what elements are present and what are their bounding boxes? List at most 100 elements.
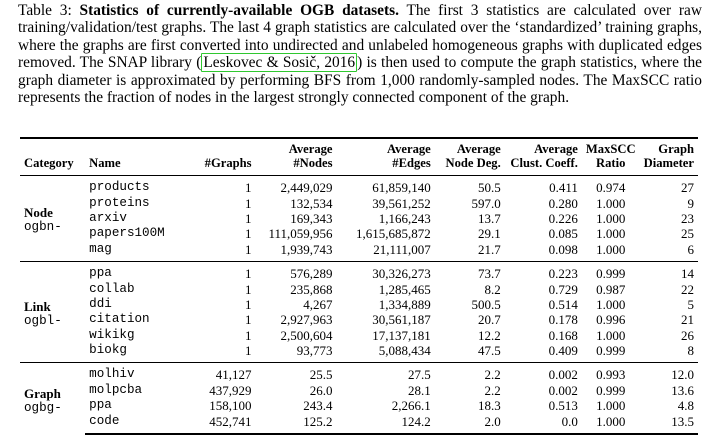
scc-cell: 0.999 [596, 343, 626, 359]
clust-cell: 0.085 [548, 226, 578, 242]
nodes-cell: 243.4 [303, 398, 333, 414]
diam-cell: 9 [687, 195, 695, 211]
nodes-cell: 2,449,029 [280, 180, 333, 196]
clust-cell: 0.409 [548, 343, 578, 359]
table-row: papers100M 1 111,059,956 1,615,685,872 2… [20, 226, 698, 241]
edges-cell: 1,615,685,872 [356, 226, 431, 242]
scc-cell: 0.999 [581, 260, 640, 282]
clust-cell: 0.178 [548, 312, 578, 328]
diam-cell: 12.0 [639, 362, 698, 383]
header-avg-node-deg: Average Node Deg. [434, 137, 505, 176]
table-row: ddi 1 4,267 1,334,889 500.5 0.514 1.000 … [20, 297, 698, 312]
caption-label: Table 3: [18, 2, 72, 19]
edges-cell: 39,561,252 [372, 195, 431, 211]
table-row: Link ogbl- ppa 1 576,289 30,326,273 73.7 … [20, 260, 698, 363]
scc-cell: 1.000 [596, 241, 626, 257]
graphs-cell: 1 [245, 210, 252, 226]
group-link: Link ogbl- ppa 1 576,289 30,326,273 73.7 … [20, 260, 698, 363]
nodes-cell: 132,534 [290, 195, 333, 211]
citation-link[interactable]: Leskovec & Sosič, 2016 [201, 53, 358, 73]
edges-cell: 2,266.1 [391, 398, 431, 414]
nodes-cell: 1,939,743 [280, 241, 333, 257]
clust-cell: 0.514 [548, 296, 578, 312]
deg-cell: 50.5 [477, 180, 501, 196]
table-row: Node ogbn- products 1 2,449,029 61,859,14… [20, 176, 698, 234]
graphs-cell: 1 [179, 260, 256, 282]
caption-text-before-cite: The first 3 statistics are calculated ov… [18, 2, 702, 72]
scc-cell: 0.999 [596, 382, 626, 398]
diam-cell: 27 [681, 180, 694, 196]
clust-cell: 0.223 [504, 260, 582, 282]
clust-cell: 0.002 [504, 362, 582, 383]
nodes-cell: 26.0 [309, 382, 333, 398]
diam-cell: 6 [687, 241, 695, 257]
nodes-cell: 111,059,956 [268, 226, 333, 242]
deg-cell: 20.7 [477, 312, 501, 328]
caption-text-after-cite: ) is then used to compute the graph stat… [18, 54, 702, 107]
table-row: mag 1 1,939,743 21,111,007 21.7 0.098 1.… [20, 242, 698, 262]
diam-cell: 8 [687, 343, 695, 359]
clust-cell: 0.098 [548, 241, 578, 257]
nodes-cell: 2,500,604 [280, 327, 333, 343]
deg-cell: 13.7 [477, 210, 501, 226]
edges-cell: 1,334,889 [378, 296, 431, 312]
header-graph-diameter: Graph Diameter [639, 137, 698, 176]
scc-cell: 1.000 [596, 210, 626, 226]
dataset-name: mag [89, 241, 112, 256]
graphs-cell: 1 [245, 281, 252, 297]
deg-cell: 21.7 [477, 241, 501, 257]
graphs-cell: 1 [245, 343, 252, 359]
graphs-cell: 1 [245, 241, 252, 257]
paper-page: Table 3: Statistics of currently-availab… [18, 2, 702, 435]
header-avg-clust-coeff: Average Clust. Coeff. [504, 137, 582, 176]
deg-cell: 500.5 [471, 296, 501, 312]
clust-cell: 0.168 [548, 327, 578, 343]
dataset-name: biokg [89, 343, 127, 358]
diam-cell: 4.8 [677, 398, 694, 414]
diam-cell: 25 [681, 226, 694, 242]
edges-cell: 30,326,273 [336, 260, 435, 282]
dataset-name: proteins [89, 195, 150, 210]
deg-cell: 2.2 [434, 362, 505, 383]
header-name: Name [85, 137, 180, 176]
edges-cell: 1,285,465 [378, 281, 431, 297]
table-row: Graph ogbg- molhiv 41,127 25.5 27.5 2.2 0… [20, 362, 698, 434]
table-row: collab 1 235,868 1,285,465 8.2 0.729 0.9… [20, 281, 698, 297]
table-row: proteins 1 132,534 39,561,252 597.0 0.28… [20, 195, 698, 211]
dataset-name: ppa [89, 398, 112, 413]
edges-cell: 17,137,181 [372, 327, 431, 343]
scc-cell: 1.000 [596, 195, 626, 211]
graphs-cell: 158,100 [209, 398, 252, 414]
edges-cell: 30,561,187 [372, 312, 431, 328]
group-node: Node ogbn- products 1 2,449,029 61,859,14… [20, 176, 698, 262]
edges-cell: 61,859,140 [372, 180, 431, 196]
category-cell: Node ogbn- [24, 205, 62, 235]
edges-cell: 5,088,434 [378, 343, 431, 359]
table-caption: Table 3: Statistics of currently-availab… [18, 2, 702, 106]
clust-cell: 0.002 [548, 382, 578, 398]
edges-cell: 27.5 [336, 362, 435, 383]
dataset-name: collab [89, 281, 135, 296]
clust-cell: 0.280 [548, 195, 578, 211]
header-avg-edges: Average #Edges [336, 137, 435, 176]
header-graphs: #Graphs [179, 137, 256, 176]
dataset-name: papers100M [89, 226, 165, 241]
scc-cell: 1.000 [596, 296, 626, 312]
graphs-cell: 1 [245, 312, 252, 328]
clust-cell: 0.729 [548, 281, 578, 297]
diam-cell: 14 [639, 260, 698, 282]
clust-cell: 0.513 [548, 398, 578, 414]
graphs-cell: 41,127 [179, 362, 256, 383]
dataset-name: ddi [89, 296, 112, 311]
diam-cell: 21 [681, 312, 694, 328]
graphs-cell: 1 [245, 226, 252, 242]
graphs-cell: 1 [245, 327, 252, 343]
table-row: citation 1 2,927,963 30,561,187 20.7 0.1… [20, 312, 698, 327]
ogb-statistics-table: Category Name #Graphs Average #Nodes Aver… [20, 137, 698, 435]
caption-title: Statistics of currently-available OGB da… [79, 2, 399, 19]
scc-cell: 0.996 [596, 312, 626, 328]
table-row: ppa 158,100 243.4 2,266.1 18.3 0.513 1.0… [20, 398, 698, 413]
dataset-name: ppa [85, 260, 180, 282]
dataset-name: arxiv [89, 210, 127, 225]
table-row: wikikg 1 2,500,604 17,137,181 12.2 0.168… [20, 328, 698, 343]
